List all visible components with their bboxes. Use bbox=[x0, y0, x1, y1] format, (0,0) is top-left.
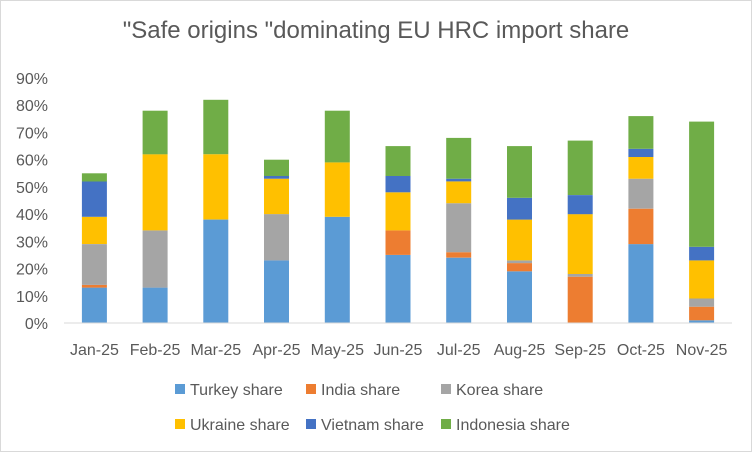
bar-segment-ukraine-share bbox=[446, 181, 472, 204]
legend-label: Ukraine share bbox=[190, 417, 290, 434]
x-tick-label: Sep-25 bbox=[554, 342, 606, 359]
y-tick-label: 20% bbox=[16, 262, 48, 279]
bar-segment-korea-share bbox=[507, 260, 532, 264]
x-tick-label: Jan-25 bbox=[70, 342, 119, 359]
legend-swatch bbox=[441, 384, 451, 394]
bar-segment-ukraine-share bbox=[507, 219, 532, 261]
bar-segment-ukraine-share bbox=[203, 154, 229, 220]
bar-segment-korea-share bbox=[567, 274, 593, 277]
legend-swatch bbox=[306, 384, 316, 394]
y-tick-label: 80% bbox=[16, 98, 48, 115]
bar-segment-india-share bbox=[385, 230, 411, 255]
x-tick-label: Feb-25 bbox=[130, 342, 181, 359]
bar-segment-vietnam-share bbox=[689, 246, 715, 261]
bar-segment-india-share bbox=[507, 263, 532, 272]
bar-segment-indonesia-share bbox=[324, 110, 350, 163]
legend-swatch bbox=[175, 384, 185, 394]
bar-segment-turkey-share bbox=[446, 257, 472, 323]
y-axis: 0% 10% 20% 30% 40% 50% 60% 70% 80% 90% bbox=[16, 71, 48, 333]
bar-segment-india-share bbox=[628, 208, 654, 245]
x-tick-label: Mar-25 bbox=[190, 342, 241, 359]
bar-segment-indonesia-share bbox=[567, 140, 593, 195]
bar-segment-korea-share bbox=[446, 203, 472, 253]
bar-segment-vietnam-share bbox=[628, 148, 654, 157]
bar-segment-vietnam-share bbox=[81, 181, 107, 217]
bar-segment-ukraine-share bbox=[689, 260, 715, 299]
plot-area bbox=[81, 99, 715, 323]
bar-segment-ukraine-share bbox=[567, 214, 593, 274]
bar-segment-india-share bbox=[689, 306, 715, 321]
y-tick-label: 10% bbox=[16, 289, 48, 306]
bar-segment-korea-share bbox=[81, 244, 107, 285]
legend-label: India share bbox=[321, 382, 400, 399]
bar-segment-ukraine-share bbox=[142, 154, 168, 231]
legend-label: Vietnam share bbox=[321, 417, 424, 434]
y-tick-label: 70% bbox=[16, 125, 48, 142]
bar-segment-india-share bbox=[446, 252, 472, 258]
bar-segment-korea-share bbox=[264, 214, 289, 261]
bar-segment-ukraine-share bbox=[324, 162, 350, 217]
legend-label: Turkey share bbox=[190, 382, 283, 399]
bar-segment-india-share bbox=[567, 276, 593, 323]
bar-segment-ukraine-share bbox=[264, 178, 289, 215]
x-axis: Jan-25 Feb-25 Mar-25 Apr-25 May-25 Jun-25 Jul-… bbox=[70, 342, 728, 359]
y-tick-label: 30% bbox=[16, 234, 48, 251]
bar-segment-indonesia-share bbox=[203, 99, 229, 155]
bar-segment-indonesia-share bbox=[81, 173, 107, 182]
bar-segment-turkey-share bbox=[81, 287, 107, 323]
bar-segment-korea-share bbox=[142, 230, 168, 288]
x-tick-label: Nov-25 bbox=[676, 342, 728, 359]
y-tick-label: 90% bbox=[16, 71, 48, 88]
bar-segment-indonesia-share bbox=[446, 137, 472, 179]
bar-segment-ukraine-share bbox=[628, 156, 654, 179]
legend-swatch bbox=[175, 419, 185, 429]
y-tick-label: 0% bbox=[25, 316, 48, 333]
bar-segment-turkey-share bbox=[507, 271, 532, 323]
x-tick-label: Jun-25 bbox=[374, 342, 423, 359]
bar-segment-vietnam-share bbox=[446, 178, 472, 182]
bar-segment-turkey-share bbox=[628, 244, 654, 323]
x-tick-label: Jul-25 bbox=[437, 342, 481, 359]
bar-segment-india-share bbox=[81, 284, 107, 288]
bar-segment-turkey-share bbox=[264, 260, 289, 323]
y-tick-label: 50% bbox=[16, 180, 48, 197]
bar-segment-turkey-share bbox=[385, 254, 411, 323]
x-tick-label: Aug-25 bbox=[494, 342, 546, 359]
bar-segment-turkey-share bbox=[203, 219, 229, 323]
bar-segment-indonesia-share bbox=[628, 116, 654, 149]
legend-swatch bbox=[306, 419, 316, 429]
x-tick-label: May-25 bbox=[311, 342, 364, 359]
legend-swatch bbox=[441, 419, 451, 429]
legend: Turkey share India share Korea share Ukrain… bbox=[175, 382, 570, 434]
bar-segment-ukraine-share bbox=[81, 216, 107, 244]
bar-segment-vietnam-share bbox=[264, 176, 289, 179]
bar-segment-vietnam-share bbox=[385, 176, 411, 193]
y-tick-label: 40% bbox=[16, 207, 48, 224]
bar-segment-indonesia-share bbox=[689, 121, 715, 247]
bar-segment-indonesia-share bbox=[385, 146, 411, 176]
bar-segment-ukraine-share bbox=[385, 192, 411, 231]
bar-segment-turkey-share bbox=[324, 216, 350, 323]
legend-label: Indonesia share bbox=[456, 417, 570, 434]
y-tick-label: 60% bbox=[16, 153, 48, 170]
x-tick-label: Oct-25 bbox=[617, 342, 665, 359]
bar-segment-korea-share bbox=[689, 298, 715, 307]
chart-title: "Safe origins "dominating EU HRC import … bbox=[122, 17, 630, 44]
bar-segment-indonesia-share bbox=[507, 146, 532, 198]
x-tick-label: Apr-25 bbox=[252, 342, 300, 359]
bar-segment-turkey-share bbox=[689, 320, 715, 323]
bar-segment-indonesia-share bbox=[264, 159, 289, 176]
bar-segment-vietnam-share bbox=[567, 195, 593, 215]
legend-label: Korea share bbox=[456, 382, 543, 399]
bar-segment-vietnam-share bbox=[507, 197, 532, 220]
bar-segment-turkey-share bbox=[142, 287, 168, 323]
bar-segment-indonesia-share bbox=[142, 110, 168, 155]
bar-segment-korea-share bbox=[628, 178, 654, 209]
